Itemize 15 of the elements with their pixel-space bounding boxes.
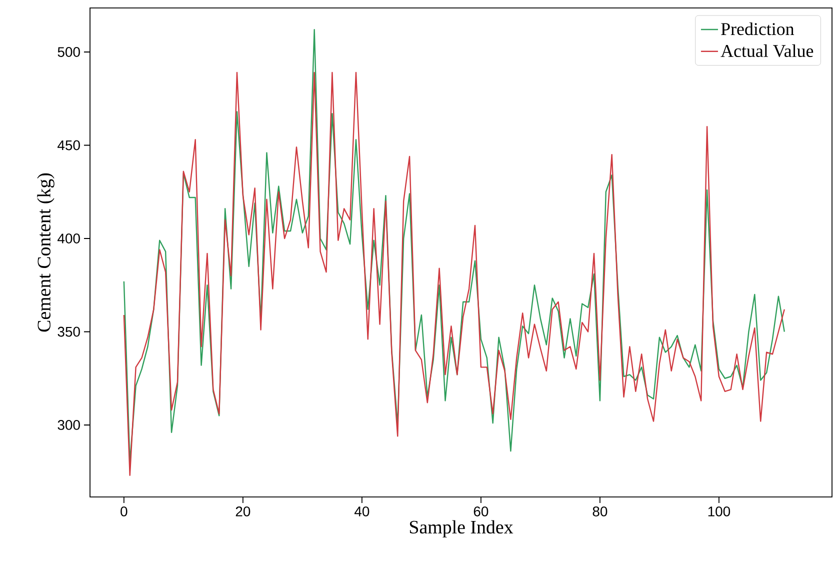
y-tick-label: 400 <box>58 234 80 244</box>
x-axis-title: Sample Index <box>410 520 514 538</box>
y-tick-label: 500 <box>58 47 80 57</box>
y-tick-label: 300 <box>58 420 80 430</box>
x-tick-label: 80 <box>592 506 608 516</box>
x-tick-label: 0 <box>120 506 128 516</box>
x-tick-label: 60 <box>474 506 488 516</box>
x-tick-label: 100 <box>708 506 730 516</box>
x-tick-label: 20 <box>236 506 250 516</box>
y-tick-label: 350 <box>58 326 80 337</box>
legend-label: Actual Value <box>720 44 814 58</box>
legend-label: Prediction <box>721 22 794 36</box>
y-axis-title: Cement Content (kg) <box>37 173 54 332</box>
y-tick-label: 450 <box>58 140 80 150</box>
x-tick-label: 40 <box>354 506 370 516</box>
